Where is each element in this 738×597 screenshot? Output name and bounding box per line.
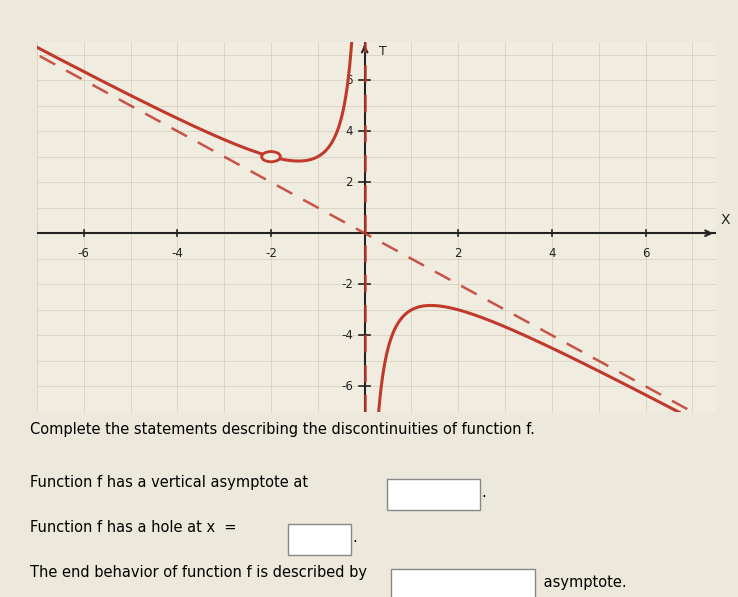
Text: T: T — [379, 45, 387, 57]
Text: asymptote.: asymptote. — [539, 576, 627, 590]
Text: -2: -2 — [265, 247, 277, 260]
FancyBboxPatch shape — [391, 569, 535, 597]
Text: Complete the statements describing the discontinuities of function f.: Complete the statements describing the d… — [30, 422, 534, 437]
Text: -2: -2 — [341, 278, 353, 291]
Text: Function f has a vertical asymptote at: Function f has a vertical asymptote at — [30, 475, 308, 490]
Text: -4: -4 — [171, 247, 183, 260]
Text: 6: 6 — [642, 247, 649, 260]
Text: -6: -6 — [77, 247, 89, 260]
Text: ⌄: ⌄ — [458, 488, 466, 498]
Text: The end behavior of function f is described by: The end behavior of function f is descri… — [30, 565, 367, 580]
Text: -6: -6 — [341, 380, 353, 393]
Text: 6: 6 — [345, 73, 353, 87]
Text: 2: 2 — [345, 176, 353, 189]
Text: .: . — [481, 485, 486, 500]
Text: Function f has a hole at x  =: Function f has a hole at x = — [30, 520, 236, 535]
Text: -4: -4 — [341, 329, 353, 342]
Text: ⌄: ⌄ — [512, 578, 521, 588]
FancyBboxPatch shape — [387, 479, 480, 510]
Text: X: X — [720, 213, 730, 227]
Text: 4: 4 — [548, 247, 556, 260]
Text: 2: 2 — [455, 247, 462, 260]
Text: 4: 4 — [345, 125, 353, 138]
Text: .: . — [353, 530, 357, 545]
FancyBboxPatch shape — [288, 524, 351, 555]
Text: ⌄: ⌄ — [314, 533, 323, 543]
Circle shape — [262, 152, 280, 162]
